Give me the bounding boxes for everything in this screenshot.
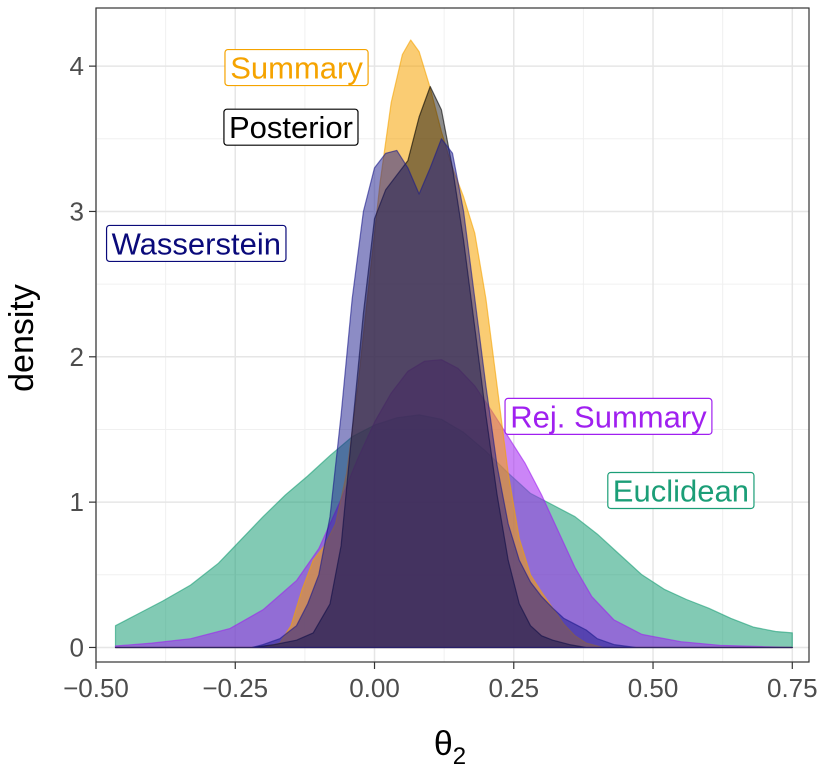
label-text: Euclidean xyxy=(613,474,749,509)
axis-ticks xyxy=(89,65,793,669)
label-box xyxy=(224,48,369,87)
x-tick-label: 0.00 xyxy=(349,673,400,703)
label-posterior: Posterior xyxy=(223,108,359,146)
series-labels: Summary Posterior Wasserstein Rej. Summary E… xyxy=(105,48,755,510)
panel-border xyxy=(95,7,810,663)
label-box xyxy=(607,471,755,510)
density-area-wasserstein xyxy=(114,138,793,649)
y-tick-label: 2 xyxy=(70,342,84,372)
y-tick-label: 4 xyxy=(70,51,84,81)
x-tick-label: 0.25 xyxy=(488,673,539,703)
label-rej-summary: Rej. Summary xyxy=(504,397,713,435)
label-summary: Summary xyxy=(224,48,369,87)
x-axis-title-symbol: θ xyxy=(434,725,453,763)
label-text: Wasserstein xyxy=(112,226,281,261)
x-tick-label: −0.50 xyxy=(63,673,129,703)
y-tick-label: 3 xyxy=(70,196,84,226)
density-areas xyxy=(114,39,793,649)
label-euclidean: Euclidean xyxy=(607,471,755,510)
label-box xyxy=(105,224,287,263)
x-axis-title-subscript: 2 xyxy=(453,743,466,770)
x-tick-label: −0.25 xyxy=(202,673,268,703)
y-tick-label: 0 xyxy=(70,632,84,662)
tick-labels: −0.50 −0.25 0.00 0.25 0.50 0.75 0 1 2 3 4 xyxy=(63,51,817,703)
label-text: Summary xyxy=(230,51,363,86)
y-axis-title: density xyxy=(3,284,41,392)
x-axis-title: θ2 xyxy=(434,725,466,770)
label-text: Rej. Summary xyxy=(510,399,707,434)
label-box xyxy=(223,108,359,146)
label-text: Posterior xyxy=(229,110,353,145)
label-box xyxy=(504,397,713,435)
x-tick-label: 0.75 xyxy=(767,673,818,703)
y-tick-label: 1 xyxy=(70,487,84,517)
label-wasserstein: Wasserstein xyxy=(105,224,287,263)
x-tick-label: 0.50 xyxy=(628,673,679,703)
